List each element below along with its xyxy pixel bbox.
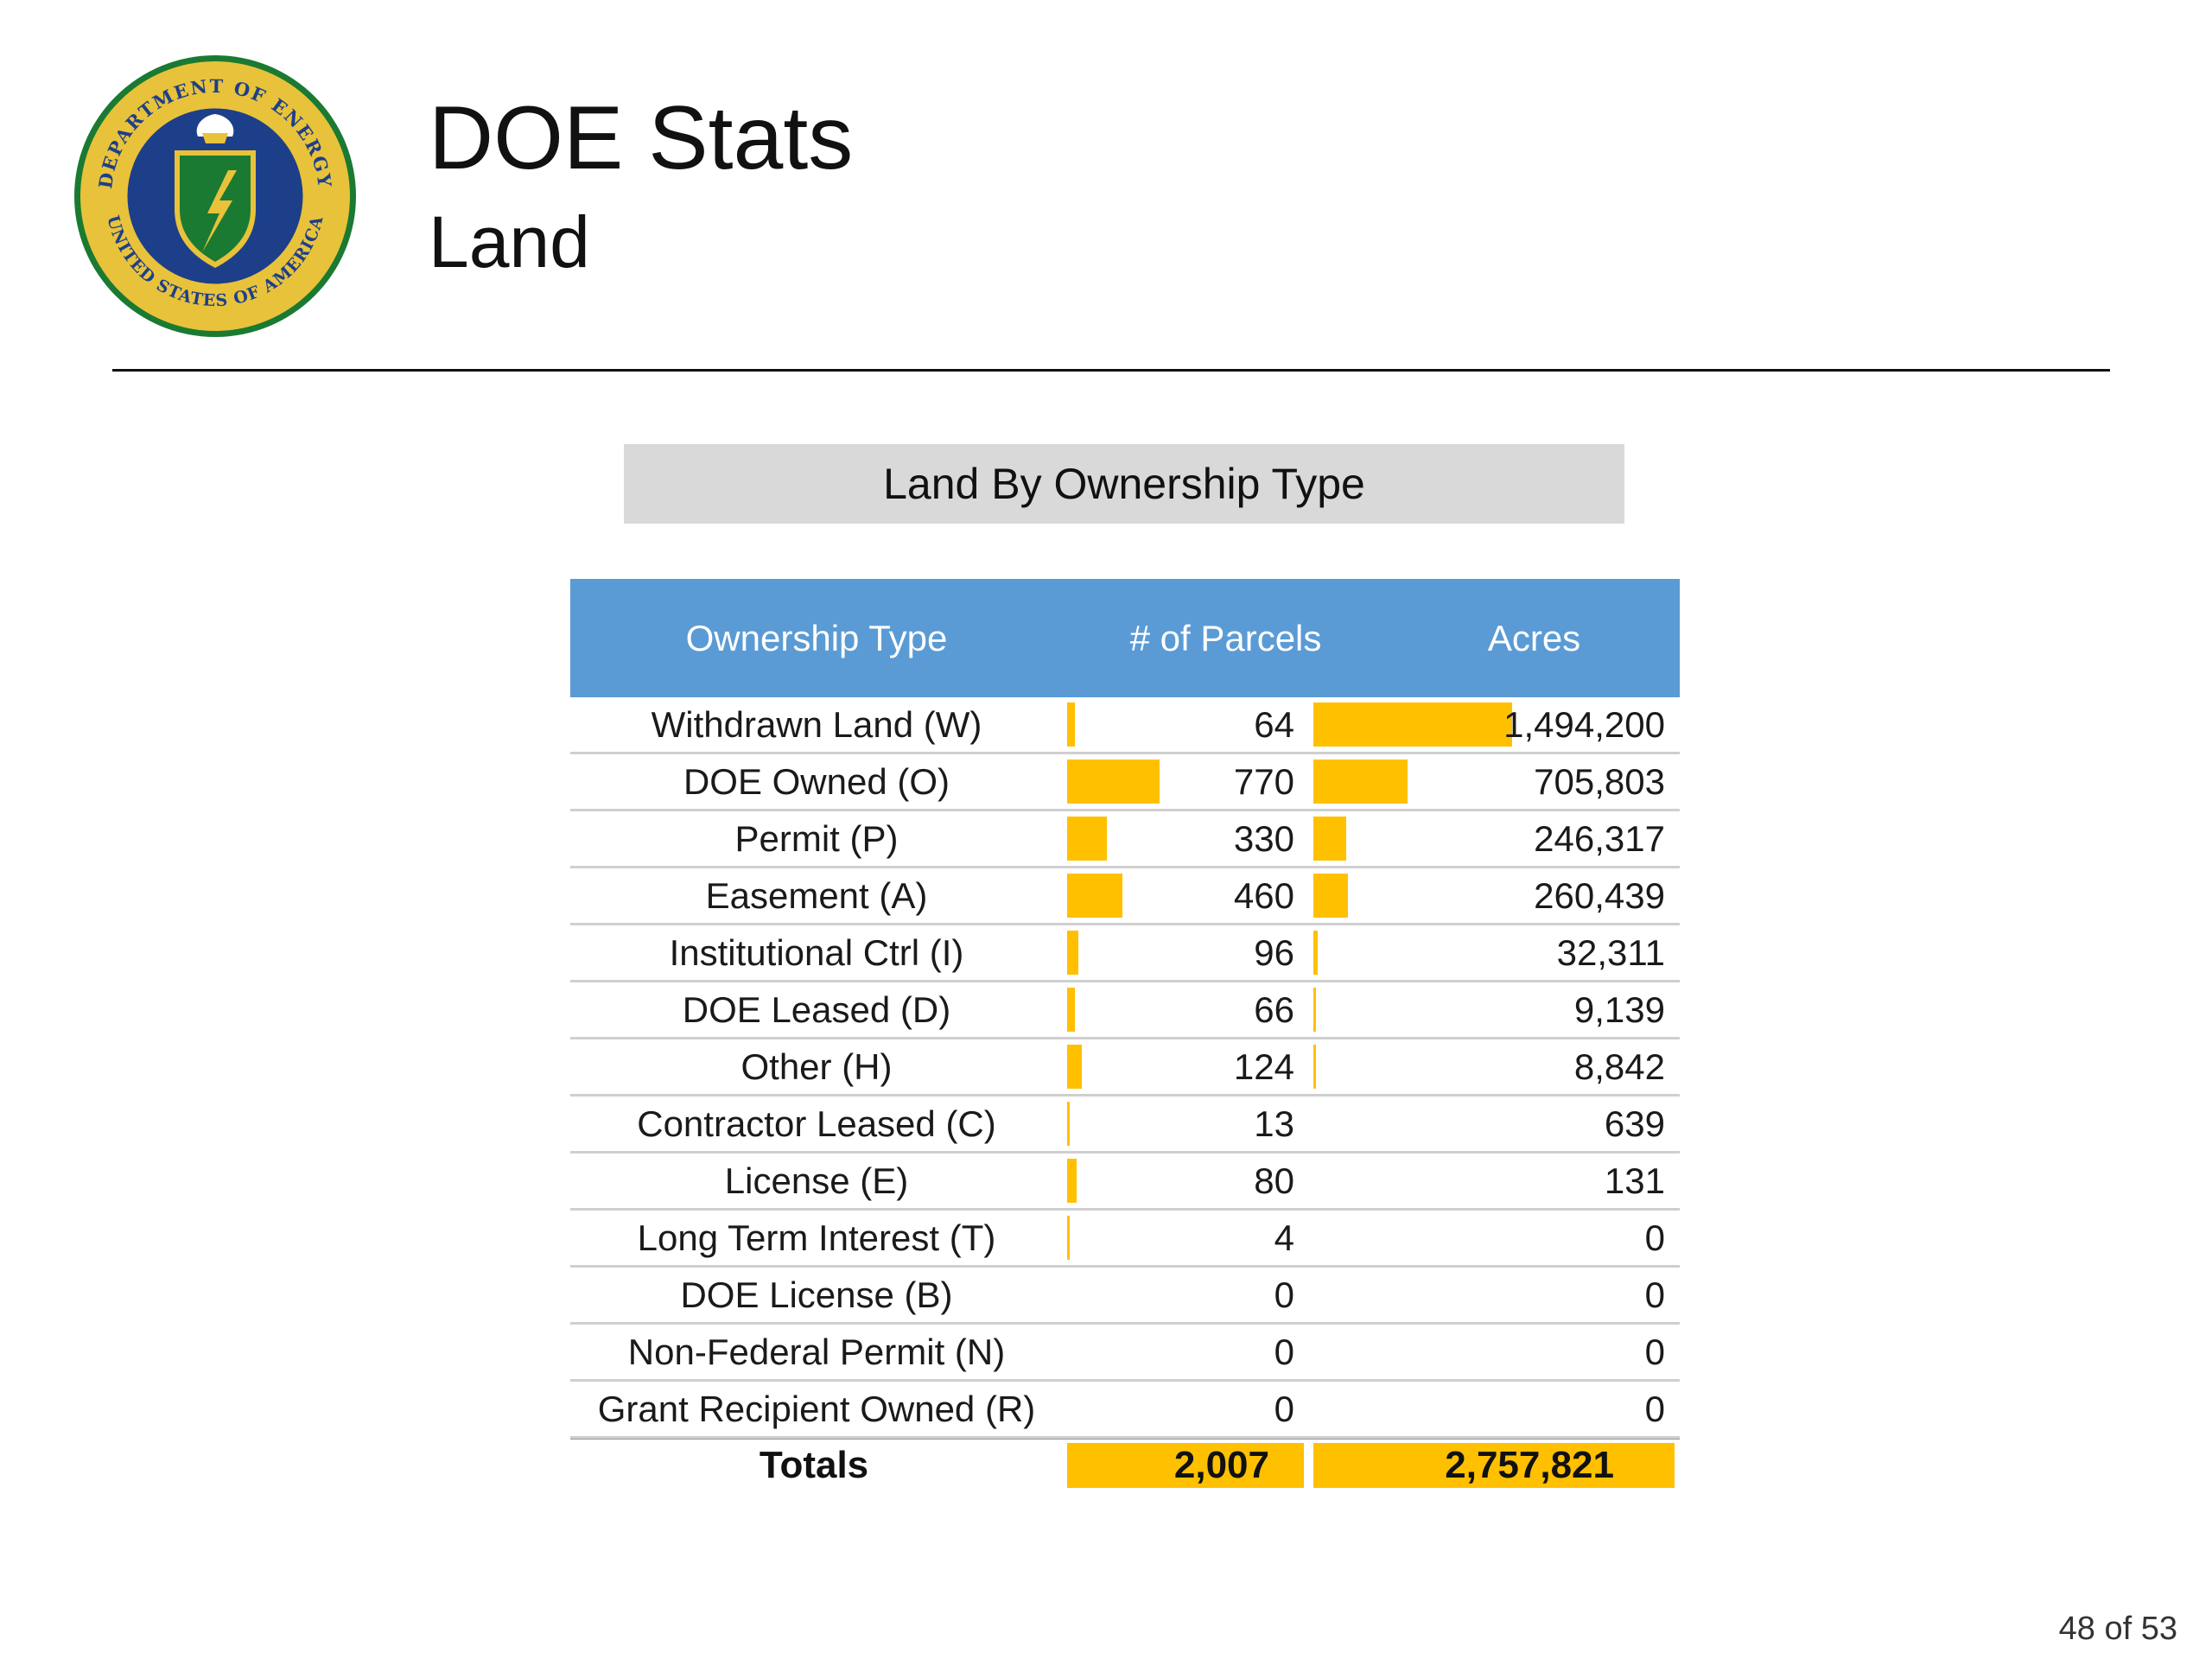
row-parcels-value: 13 <box>1254 1103 1294 1144</box>
row-acres-value: 131 <box>1604 1160 1665 1201</box>
acres-data-bar <box>1313 874 1349 918</box>
row-acres-value: 705,803 <box>1534 761 1665 802</box>
row-acres-value: 9,139 <box>1573 989 1665 1030</box>
row-acres-value: 8,842 <box>1573 1046 1665 1087</box>
row-acres-value: 639 <box>1604 1103 1665 1144</box>
lightning-icon <box>202 170 237 252</box>
row-parcels-value: 0 <box>1274 1389 1294 1429</box>
row-parcels-value: 66 <box>1254 989 1294 1030</box>
row-ownership-type: Other (H) <box>741 1046 893 1087</box>
table-row: Contractor Leased (C) 13 639 <box>570 1096 1680 1154</box>
row-ownership-type: Non-Federal Permit (N) <box>627 1332 1006 1372</box>
column-header-type: Ownership Type <box>685 618 948 658</box>
acres-data-bar <box>1313 760 1408 804</box>
page-title: DOE Stats <box>429 88 854 188</box>
table-row: Withdrawn Land (W) 64 1,494,200 <box>570 697 1680 754</box>
chart-title: Land By Ownership Type <box>624 444 1624 524</box>
row-acres-value: 0 <box>1644 1274 1665 1315</box>
page-subtitle: Land <box>429 201 590 283</box>
table-row: Non-Federal Permit (N) 0 0 <box>570 1325 1680 1382</box>
table-body: Withdrawn Land (W) 64 1,494,200 DOE Owned (… <box>570 697 1680 1439</box>
row-parcels-value: 124 <box>1233 1046 1294 1087</box>
parcels-data-bar <box>1067 1216 1070 1260</box>
row-acres-value: 0 <box>1644 1332 1665 1372</box>
doe-seal-logo: DEPARTMENT OF ENERGY UNITED STATES OF AM… <box>74 55 356 337</box>
table-row: Long Term Interest (T) 4 0 <box>570 1211 1680 1268</box>
table-row: Institutional Ctrl (I) 96 32,311 <box>570 925 1680 982</box>
table-row: DOE Leased (D) 66 9,139 <box>570 982 1680 1039</box>
totals-label: Totals <box>759 1444 869 1486</box>
row-parcels-value: 0 <box>1274 1274 1294 1315</box>
table-row: Other (H) 124 8,842 <box>570 1039 1680 1096</box>
row-acres-value: 0 <box>1644 1217 1665 1258</box>
acres-data-bar <box>1313 1045 1316 1089</box>
acres-data-bar <box>1313 988 1316 1032</box>
acres-data-bar <box>1313 702 1512 747</box>
parcels-data-bar <box>1067 1159 1077 1203</box>
row-parcels-value: 80 <box>1254 1160 1294 1201</box>
table-row: Permit (P) 330 246,317 <box>570 811 1680 868</box>
row-parcels-value: 0 <box>1274 1332 1294 1372</box>
table-row: Easement (A) 460 260,439 <box>570 868 1680 925</box>
totals-acres: 2,757,821 <box>1313 1443 1675 1488</box>
row-parcels-value: 330 <box>1233 818 1294 859</box>
ownership-table: Ownership Type # of Parcels Acres Withdr… <box>570 579 1680 1491</box>
row-ownership-type: Permit (P) <box>734 818 899 859</box>
table-header: Ownership Type # of Parcels Acres <box>570 579 1680 697</box>
parcels-data-bar <box>1067 702 1075 747</box>
row-acres-value: 246,317 <box>1534 818 1665 859</box>
row-ownership-type: DOE Leased (D) <box>682 989 951 1030</box>
row-acres-value: 0 <box>1644 1389 1665 1429</box>
page-number: 48 of 53 <box>2058 1611 2177 1647</box>
parcels-data-bar <box>1067 760 1160 804</box>
row-acres-value: 260,439 <box>1534 875 1665 916</box>
row-ownership-type: License (E) <box>724 1160 909 1201</box>
row-parcels-value: 770 <box>1233 761 1294 802</box>
row-acres-value: 32,311 <box>1556 932 1665 973</box>
parcels-data-bar <box>1067 988 1076 1032</box>
row-ownership-type: Withdrawn Land (W) <box>651 704 982 745</box>
row-acres-value: 1,494,200 <box>1503 704 1665 745</box>
parcels-data-bar <box>1067 817 1107 861</box>
row-ownership-type: Grant Recipient Owned (R) <box>597 1389 1036 1429</box>
totals-parcels: 2,007 <box>1067 1443 1304 1488</box>
table-row: License (E) 80 131 <box>570 1154 1680 1211</box>
totals-row: Totals 2,007 2,757,821 <box>570 1439 1680 1491</box>
acres-data-bar <box>1313 817 1346 861</box>
row-parcels-value: 4 <box>1274 1217 1294 1258</box>
column-header-acres: Acres <box>1487 618 1581 658</box>
row-parcels-value: 64 <box>1254 704 1294 745</box>
eagle-head-icon <box>196 114 234 137</box>
table-row: Grant Recipient Owned (R) 0 0 <box>570 1382 1680 1439</box>
table-row: DOE License (B) 0 0 <box>570 1268 1680 1325</box>
parcels-data-bar <box>1067 1102 1070 1146</box>
column-header-parcels: # of Parcels <box>1129 618 1322 658</box>
parcels-data-bar <box>1067 931 1079 975</box>
row-ownership-type: Easement (A) <box>705 875 928 916</box>
parcels-data-bar <box>1067 874 1122 918</box>
row-ownership-type: DOE License (B) <box>680 1274 953 1315</box>
row-parcels-value: 96 <box>1254 932 1294 973</box>
row-ownership-type: Contractor Leased (C) <box>637 1103 996 1144</box>
header-divider <box>112 369 2110 372</box>
parcels-data-bar <box>1067 1045 1083 1089</box>
table-row: DOE Owned (O) 770 705,803 <box>570 754 1680 811</box>
row-parcels-value: 460 <box>1233 875 1294 916</box>
row-ownership-type: Long Term Interest (T) <box>637 1217 996 1258</box>
row-ownership-type: DOE Owned (O) <box>683 761 950 802</box>
row-ownership-type: Institutional Ctrl (I) <box>669 932 964 973</box>
acres-data-bar <box>1313 931 1318 975</box>
